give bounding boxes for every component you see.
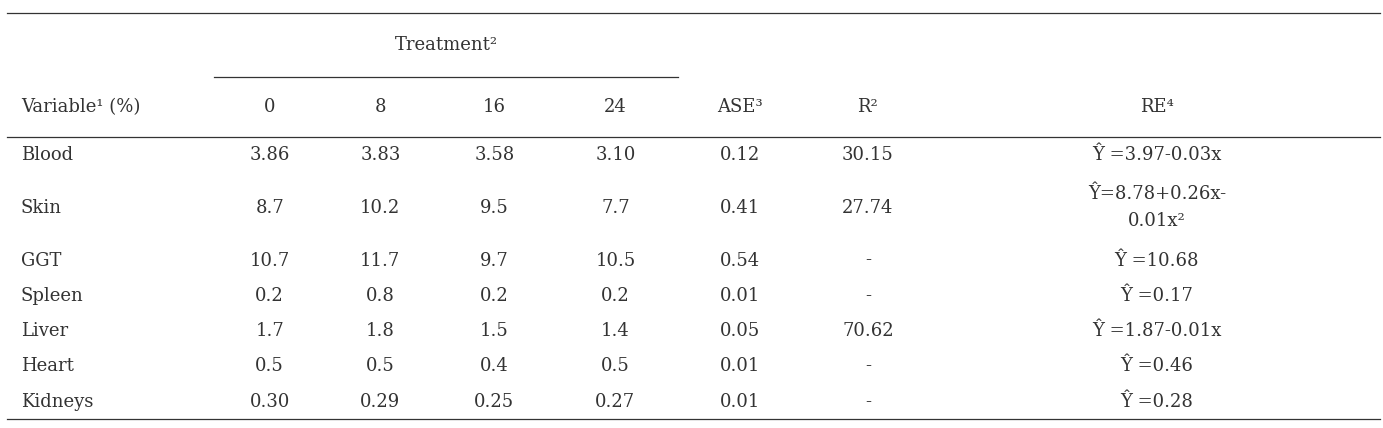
- Text: 8: 8: [375, 98, 386, 116]
- Text: 0.30: 0.30: [249, 393, 290, 411]
- Text: 0.4: 0.4: [480, 357, 509, 375]
- Text: Ŷ =0.46: Ŷ =0.46: [1120, 357, 1194, 375]
- Text: Spleen: Spleen: [21, 287, 83, 305]
- Text: 10.2: 10.2: [360, 199, 401, 217]
- Text: 1.7: 1.7: [256, 322, 284, 340]
- Text: 27.74: 27.74: [842, 199, 893, 217]
- Text: Heart: Heart: [21, 357, 73, 375]
- Text: 16: 16: [483, 98, 506, 116]
- Text: 3.10: 3.10: [595, 146, 636, 163]
- Text: 10.7: 10.7: [249, 252, 290, 270]
- Text: ASE³: ASE³: [718, 98, 762, 116]
- Text: Ŷ =3.97-0.03x: Ŷ =3.97-0.03x: [1093, 146, 1221, 163]
- Text: Ŷ =0.28: Ŷ =0.28: [1120, 393, 1194, 411]
- Text: Blood: Blood: [21, 146, 73, 163]
- Text: Kidneys: Kidneys: [21, 393, 93, 411]
- Text: 10.5: 10.5: [595, 252, 636, 270]
- Text: 0.01x²: 0.01x²: [1129, 212, 1185, 230]
- Text: 0.25: 0.25: [474, 393, 514, 411]
- Text: GGT: GGT: [21, 252, 61, 270]
- Text: 0.05: 0.05: [719, 322, 761, 340]
- Text: 0.5: 0.5: [602, 357, 629, 375]
- Text: 0.5: 0.5: [366, 357, 394, 375]
- Text: 0.29: 0.29: [360, 393, 401, 411]
- Text: Ŷ =0.17: Ŷ =0.17: [1120, 287, 1194, 305]
- Text: 0.27: 0.27: [595, 393, 636, 411]
- Text: 0.5: 0.5: [256, 357, 284, 375]
- Text: Liver: Liver: [21, 322, 68, 340]
- Text: -: -: [864, 393, 871, 411]
- Text: -: -: [864, 357, 871, 375]
- Text: 3.86: 3.86: [249, 146, 290, 163]
- Text: 0.01: 0.01: [719, 287, 761, 305]
- Text: 9.7: 9.7: [480, 252, 509, 270]
- Text: 8.7: 8.7: [256, 199, 284, 217]
- Text: 0.01: 0.01: [719, 357, 761, 375]
- Text: 0.54: 0.54: [719, 252, 761, 270]
- Text: 3.58: 3.58: [474, 146, 514, 163]
- Text: RE⁴: RE⁴: [1140, 98, 1174, 116]
- Text: Variable¹ (%): Variable¹ (%): [21, 98, 140, 116]
- Text: 30.15: 30.15: [842, 146, 893, 163]
- Text: 0.12: 0.12: [719, 146, 761, 163]
- Text: 3.83: 3.83: [360, 146, 401, 163]
- Text: Ŷ=8.78+0.26x-: Ŷ=8.78+0.26x-: [1088, 185, 1225, 203]
- Text: 70.62: 70.62: [842, 322, 893, 340]
- Text: 1.8: 1.8: [366, 322, 394, 340]
- Text: -: -: [864, 287, 871, 305]
- Text: 24: 24: [604, 98, 626, 116]
- Text: 11.7: 11.7: [360, 252, 401, 270]
- Text: Ŷ =1.87-0.01x: Ŷ =1.87-0.01x: [1093, 322, 1221, 340]
- Text: 0: 0: [264, 98, 275, 116]
- Text: 9.5: 9.5: [480, 199, 509, 217]
- Text: Skin: Skin: [21, 199, 62, 217]
- Text: 1.5: 1.5: [480, 322, 509, 340]
- Text: 1.4: 1.4: [602, 322, 629, 340]
- Text: 0.2: 0.2: [602, 287, 629, 305]
- Text: 0.8: 0.8: [366, 287, 394, 305]
- Text: Ŷ =10.68: Ŷ =10.68: [1115, 252, 1199, 270]
- Text: R²: R²: [857, 98, 878, 116]
- Text: 0.2: 0.2: [480, 287, 509, 305]
- Text: 7.7: 7.7: [602, 199, 629, 217]
- Text: -: -: [864, 252, 871, 270]
- Text: 0.41: 0.41: [719, 199, 761, 217]
- Text: 0.2: 0.2: [256, 287, 284, 305]
- Text: Treatment²: Treatment²: [394, 36, 498, 54]
- Text: 0.01: 0.01: [719, 393, 761, 411]
